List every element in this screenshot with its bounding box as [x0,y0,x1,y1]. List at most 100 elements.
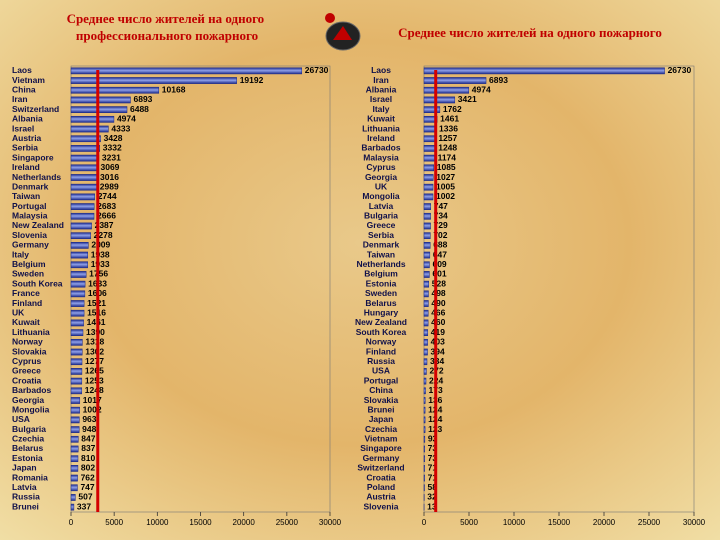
bar [424,233,430,239]
category-label: Portugal [12,201,46,211]
category-label: Czechia [365,424,397,434]
bar [424,310,428,316]
category-label: Cyprus [12,356,42,366]
x-tick-label: 10000 [146,518,169,527]
value-label: 1461 [87,317,106,327]
bar [71,397,80,403]
value-label: 1762 [443,104,462,114]
value-label: 2683 [97,201,116,211]
category-label: Latvia [369,201,394,211]
bar [71,436,78,442]
value-label: 810 [81,453,95,463]
category-label: Austria [366,492,396,502]
x-tick-label: 25000 [276,518,299,527]
value-label: 1277 [85,356,104,366]
bar [71,330,83,336]
category-label: Latvia [12,482,37,492]
bar [71,126,108,132]
category-label: Slovakia [12,346,47,356]
bar [424,77,486,83]
bar [71,310,84,316]
category-label: Israel [12,123,34,133]
bar [424,426,425,432]
bar [424,87,469,93]
category-label: Albania [366,84,397,94]
value-label: 847 [81,434,95,444]
value-label: 1257 [438,133,457,143]
category-label: Iran [12,94,28,104]
category-label: Romania [12,472,48,482]
bar [71,97,131,103]
category-label: Estonia [12,453,43,463]
value-label: 1248 [85,385,104,395]
bar [424,184,433,190]
category-label: Italy [12,249,29,259]
bar [71,456,78,462]
category-label: Estonia [366,278,397,288]
bar [71,494,75,500]
category-label: Poland [367,482,395,492]
value-label: 337 [77,501,91,511]
category-label: Germany [12,240,49,250]
bar [71,213,94,219]
category-label: Greece [367,220,396,230]
bar [424,485,425,491]
value-label: 334 [430,356,444,366]
category-label: Barbados [12,385,51,395]
category-label: Netherlands [356,259,405,269]
bar [424,446,425,452]
category-label: Czechia [12,434,44,444]
value-label: 26730 [305,65,329,75]
category-label: USA [372,366,390,376]
value-label: 466 [431,307,445,317]
category-label: China [369,385,393,395]
value-label: 19192 [240,75,264,85]
value-label: 1302 [85,346,104,356]
category-label: Taiwan [367,249,395,259]
category-label: Croatia [12,375,42,385]
category-label: Belarus [12,443,43,453]
bar [71,465,78,471]
value-label: 1253 [85,375,104,385]
value-label: 6893 [134,94,153,104]
bar [424,349,428,355]
x-tick-label: 5000 [460,518,478,527]
value-label: 6893 [489,75,508,85]
bar [424,300,428,306]
category-label: Norway [12,337,43,347]
category-label: Finland [366,346,396,356]
value-label: 1938 [91,249,110,259]
value-label: 528 [432,278,446,288]
bar [71,68,302,74]
bar [71,233,91,239]
category-label: UK [375,181,388,191]
value-label: 1174 [438,152,457,162]
x-tick-label: 25000 [638,518,661,527]
bar [424,407,425,413]
value-label: 762 [81,472,95,482]
x-tick-label: 0 [69,518,74,527]
value-label: 490 [431,298,445,308]
bar [424,203,431,209]
bar [71,417,79,423]
bar [424,155,435,161]
category-label: Malaysia [363,152,399,162]
value-label: 963 [82,414,96,424]
bar [424,223,431,229]
category-label: Albania [12,114,43,124]
value-label: 948 [82,424,96,434]
bar [71,407,80,413]
bar [71,165,97,171]
bar [424,465,425,471]
value-label: 4333 [111,123,130,133]
bar [71,320,84,326]
category-label: Laos [371,65,391,75]
bar [71,359,82,365]
bar [424,330,428,336]
value-label: 3332 [103,143,122,153]
bar [71,87,159,93]
category-label: Slovenia [12,230,47,240]
value-label: 1318 [85,337,104,347]
x-tick-label: 20000 [593,518,616,527]
category-label: Bulgaria [12,424,46,434]
